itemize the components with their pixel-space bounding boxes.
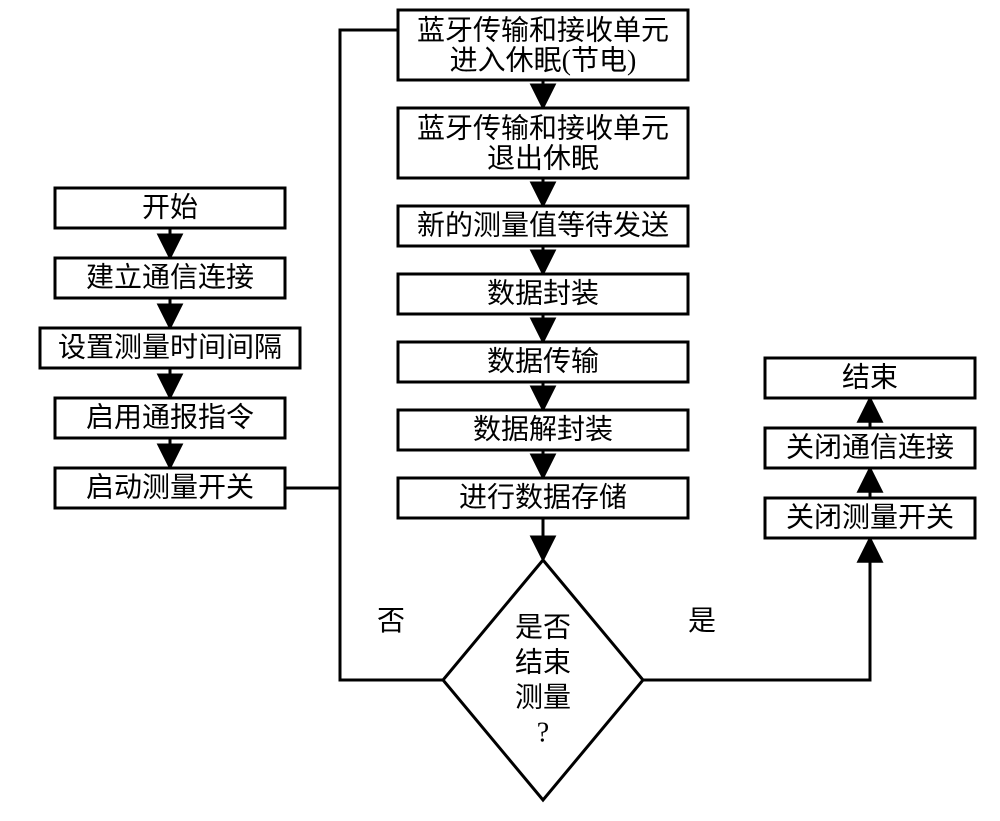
label-dec-3: 测量 xyxy=(515,682,571,713)
node-sleep-out: 蓝牙传输和接收单元 退出休眠 xyxy=(398,108,688,178)
label-notify: 启用通报指令 xyxy=(86,401,254,433)
node-end: 结束 xyxy=(765,358,975,398)
node-conn: 建立通信连接 xyxy=(55,258,285,298)
node-store: 进行数据存储 xyxy=(398,478,688,518)
node-wait-send: 新的测量值等待发送 xyxy=(398,206,688,246)
label-switch-off: 关闭测量开关 xyxy=(786,501,954,533)
node-pack: 数据封装 xyxy=(398,274,688,314)
node-trans: 数据传输 xyxy=(398,342,688,382)
label-start: 开始 xyxy=(142,191,198,223)
node-close-conn: 关闭通信连接 xyxy=(765,428,975,468)
label-dec-1: 是否 xyxy=(515,612,571,643)
node-decision: 是否 结束 测量 ? xyxy=(443,560,643,800)
label-switch-on: 启动测量开关 xyxy=(86,471,254,503)
label-sleep-out-1: 蓝牙传输和接收单元 xyxy=(417,112,669,144)
label-store: 进行数据存储 xyxy=(459,481,627,513)
label-sleep-out-2: 退出休眠 xyxy=(487,142,599,174)
node-switch-on: 启动测量开关 xyxy=(55,468,285,508)
label-sleep-in-1: 蓝牙传输和接收单元 xyxy=(417,14,669,46)
label-no: 否 xyxy=(377,606,405,637)
edge-yes xyxy=(643,538,870,680)
label-dec-4: ? xyxy=(537,717,549,748)
label-sleep-in-2: 进入休眠(节电) xyxy=(450,44,637,76)
label-pack: 数据封装 xyxy=(487,277,599,309)
node-sleep-in: 蓝牙传输和接收单元 进入休眠(节电) xyxy=(398,10,688,80)
label-unpack: 数据解封装 xyxy=(473,413,613,445)
label-close-conn: 关闭通信连接 xyxy=(786,431,954,463)
label-trans: 数据传输 xyxy=(487,345,599,377)
label-end: 结束 xyxy=(842,361,898,393)
flowchart-diagram: 开始 建立通信连接 设置测量时间间隔 启用通报指令 启动测量开关 蓝牙传输和接收… xyxy=(0,0,1000,821)
node-interval: 设置测量时间间隔 xyxy=(40,328,300,368)
label-interval: 设置测量时间间隔 xyxy=(58,331,282,363)
label-wait-send: 新的测量值等待发送 xyxy=(417,209,669,241)
node-switch-off: 关闭测量开关 xyxy=(765,498,975,538)
label-conn: 建立通信连接 xyxy=(86,261,254,293)
label-dec-2: 结束 xyxy=(515,646,571,678)
node-unpack: 数据解封装 xyxy=(398,410,688,450)
node-notify: 启用通报指令 xyxy=(55,398,285,438)
node-start: 开始 xyxy=(55,188,285,228)
label-yes: 是 xyxy=(688,606,716,637)
